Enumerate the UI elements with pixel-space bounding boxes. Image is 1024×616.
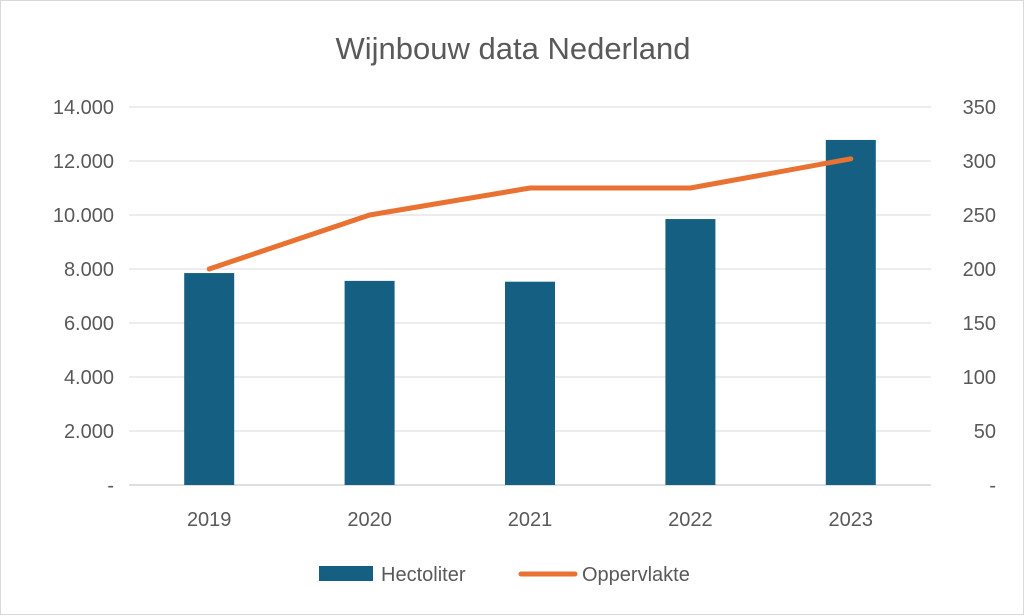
right-tick-label: 50 (974, 421, 996, 443)
right-tick-label: 200 (963, 259, 996, 281)
x-tick-label: 2019 (187, 509, 232, 531)
bar-2022 (665, 219, 715, 485)
chart-title: Wijnbouw data Nederland (336, 31, 691, 66)
left-tick-label: 6.000 (64, 313, 114, 335)
left-tick-label: 2.000 (64, 421, 114, 443)
x-tick-label: 2020 (347, 509, 392, 531)
bar-2023 (826, 140, 876, 485)
x-tick-label: 2023 (829, 509, 874, 531)
oppervlakte-line (209, 159, 851, 269)
x-tick-label: 2022 (668, 509, 713, 531)
left-axis-labels: - 2.000 4.000 6.000 8.000 10.000 12.000 14.000 (53, 97, 114, 497)
right-tick-label: - (989, 475, 996, 497)
left-tick-label: - (107, 475, 114, 497)
right-tick-label: 250 (963, 205, 996, 227)
legend: Hectoliter Oppervlakte (319, 564, 690, 586)
bar-series (184, 140, 876, 485)
left-tick-label: 8.000 (64, 259, 114, 281)
x-axis-labels: 2019 2020 2021 2022 2023 (187, 509, 873, 531)
right-axis-labels: - 50 100 150 200 250 300 350 (963, 97, 996, 497)
right-tick-label: 300 (963, 151, 996, 173)
bar-2020 (345, 281, 395, 485)
left-tick-label: 4.000 (64, 367, 114, 389)
legend-label-oppervlakte: Oppervlakte (582, 564, 690, 586)
right-tick-label: 350 (963, 97, 996, 119)
right-tick-label: 100 (963, 367, 996, 389)
legend-swatch-hectoliter (319, 566, 373, 581)
left-tick-label: 14.000 (53, 97, 114, 119)
left-tick-label: 12.000 (53, 151, 114, 173)
legend-label-hectoliter: Hectoliter (381, 564, 466, 586)
left-tick-label: 10.000 (53, 205, 114, 227)
x-tick-label: 2021 (508, 509, 553, 531)
right-tick-label: 150 (963, 313, 996, 335)
bar-2019 (184, 273, 234, 485)
bar-2021 (505, 282, 555, 485)
line-series (209, 159, 851, 269)
